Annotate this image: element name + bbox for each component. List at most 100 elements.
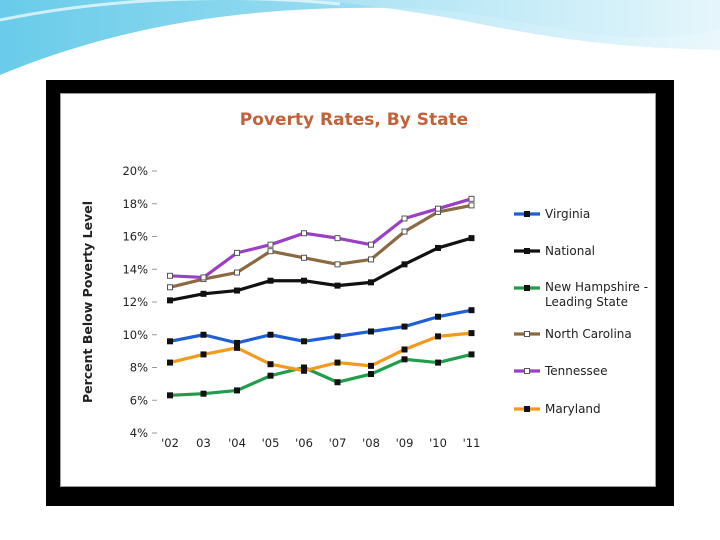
data-point <box>401 323 408 330</box>
x-tick-label: '04 <box>228 436 246 450</box>
data-point <box>200 274 207 281</box>
data-point <box>334 379 341 386</box>
data-point <box>468 351 475 358</box>
data-point <box>401 356 408 363</box>
data-point <box>234 269 240 276</box>
y-tick-label: 6% <box>130 393 148 407</box>
legend-label: North Carolina <box>545 327 632 341</box>
data-point <box>334 261 341 268</box>
x-tick-label: '07 <box>329 436 347 450</box>
data-point <box>468 307 475 314</box>
series-line <box>168 331 474 373</box>
x-tick-label: '10 <box>429 436 447 450</box>
x-axis: '02 03 '04 '05 '06 '07 '08 '09 '10 '11 <box>161 436 480 450</box>
data-point <box>234 387 240 394</box>
x-tick-label: '06 <box>295 436 313 450</box>
series-4 <box>167 195 475 281</box>
data-point <box>435 333 441 340</box>
data-point <box>200 290 207 297</box>
data-point <box>468 195 475 202</box>
data-point <box>435 359 441 366</box>
series-lines <box>167 195 475 399</box>
x-tick-label: '08 <box>362 436 380 450</box>
data-point <box>334 359 341 366</box>
legend-marker <box>524 368 530 374</box>
legend-marker <box>524 285 530 291</box>
data-point <box>435 313 441 320</box>
x-tick-label: '09 <box>396 436 414 450</box>
series-2 <box>167 351 475 399</box>
series-line <box>168 197 474 280</box>
y-tick-label: 14% <box>122 262 148 276</box>
chart-panel <box>60 93 656 487</box>
data-point <box>368 279 374 286</box>
legend: Virginia National New Hampshire -Leading S… <box>514 207 648 416</box>
data-point <box>267 372 274 379</box>
series-3 <box>167 202 475 291</box>
legend-item: Maryland <box>514 402 601 416</box>
legend-label: Maryland <box>545 402 601 416</box>
series-1 <box>167 235 475 304</box>
data-point <box>167 359 173 366</box>
x-tick-label: '11 <box>463 436 481 450</box>
legend-label: National <box>545 244 595 258</box>
legend-marker <box>524 248 530 254</box>
legend-item: North Carolina <box>514 327 632 341</box>
data-point <box>167 392 173 399</box>
data-point <box>167 284 173 291</box>
y-tick-label: 20% <box>122 164 148 178</box>
legend-item: Virginia <box>514 207 590 221</box>
y-tick-label: 16% <box>122 230 148 244</box>
series-line <box>168 308 474 345</box>
legend-label: Virginia <box>545 207 590 221</box>
legend-item: New Hampshire -Leading State <box>514 280 648 309</box>
y-tick-label: 12% <box>122 295 148 309</box>
data-point <box>401 346 408 353</box>
legend-marker <box>524 211 530 217</box>
legend-marker <box>524 406 530 412</box>
y-tick-label: 10% <box>122 328 148 342</box>
data-point <box>234 249 240 256</box>
data-point <box>301 367 307 374</box>
data-point <box>334 333 341 340</box>
series-line <box>168 203 474 289</box>
data-point <box>435 244 441 251</box>
data-point <box>368 362 374 369</box>
data-point <box>234 339 240 346</box>
legend-label: Tennessee <box>544 364 608 378</box>
data-point <box>301 277 307 284</box>
slide-header-swoosh <box>0 0 720 75</box>
data-point <box>301 230 307 237</box>
legend-item: National <box>514 244 595 258</box>
y-tick-label: 4% <box>130 426 148 440</box>
x-tick-label: '02 <box>161 436 179 450</box>
data-point <box>267 277 274 284</box>
data-point <box>368 328 374 335</box>
y-axis-label: Percent Below Poverty Level <box>80 201 95 403</box>
y-axis: 4% 6% 8% 10% 12% 14% 16% 18% 20% <box>122 164 157 440</box>
data-point <box>167 338 173 345</box>
data-point <box>368 256 374 263</box>
x-tick-label: 03 <box>196 436 211 450</box>
chart-title: Poverty Rates, By State <box>240 110 468 130</box>
data-point <box>468 330 475 337</box>
data-point <box>334 282 341 289</box>
data-point <box>368 371 374 378</box>
x-tick-label: '05 <box>262 436 280 450</box>
data-point <box>267 331 274 338</box>
data-point <box>267 248 274 255</box>
legend-label: New Hampshire - <box>545 280 648 294</box>
data-point <box>401 228 408 235</box>
data-point <box>435 205 441 212</box>
data-point <box>401 215 408 222</box>
legend-marker <box>524 331 530 337</box>
data-point <box>167 297 173 304</box>
series-line <box>168 352 474 397</box>
data-point <box>234 287 240 294</box>
data-point <box>301 254 307 261</box>
series-line <box>168 236 474 302</box>
data-point <box>401 261 408 268</box>
y-tick-label: 18% <box>122 197 148 211</box>
data-point <box>468 235 475 242</box>
